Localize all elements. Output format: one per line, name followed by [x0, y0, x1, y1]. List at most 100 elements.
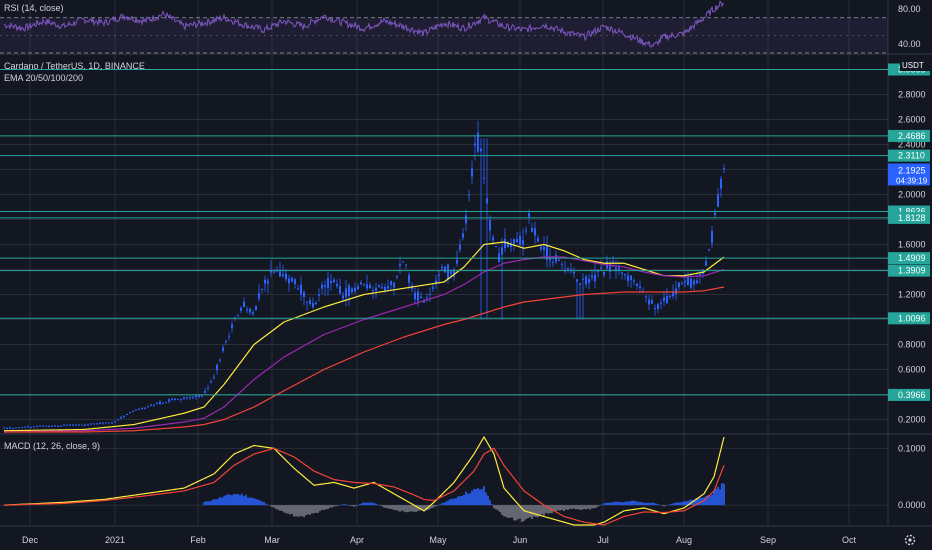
candle-body — [12, 428, 14, 430]
macd-histogram-bar — [639, 501, 641, 506]
candle-body — [120, 417, 122, 419]
macd-histogram-bar — [711, 494, 713, 506]
candle-body — [696, 280, 698, 284]
candle-body — [357, 286, 359, 290]
candle-body — [264, 279, 266, 284]
macd-histogram-bar — [367, 502, 369, 506]
candle-body — [249, 308, 251, 313]
macd-histogram-bar — [721, 483, 723, 506]
candle-body — [42, 425, 44, 427]
candle-body — [660, 302, 662, 304]
price-legend[interactable]: Cardano / TetherUS, 1D, BINANCE — [4, 61, 145, 71]
macd-histogram-bar — [403, 505, 405, 512]
macd-histogram-bar — [653, 502, 655, 506]
macd-histogram-bar — [365, 502, 367, 506]
candle-body — [345, 288, 347, 297]
candle-body — [657, 304, 659, 309]
macd-histogram-bar — [597, 505, 599, 507]
macd-histogram-bar — [331, 505, 333, 508]
candle-body — [672, 292, 674, 297]
candle-body — [123, 416, 125, 418]
macd-histogram-bar — [485, 492, 487, 506]
candle-body — [270, 270, 272, 273]
macd-legend[interactable]: MACD (12, 26, close, 9) — [4, 441, 100, 451]
level-label-box — [888, 149, 930, 162]
time-axis-label: Feb — [190, 535, 206, 545]
candle-body — [393, 282, 395, 288]
macd-histogram-bar — [347, 505, 349, 506]
macd-histogram-bar — [545, 505, 547, 513]
macd-histogram-bar — [699, 497, 701, 506]
time-axis-label: Mar — [264, 535, 280, 545]
macd-histogram-bar — [441, 503, 443, 506]
candle-body — [366, 284, 368, 289]
candle-body — [72, 424, 74, 426]
macd-histogram-bar — [613, 502, 615, 506]
candle-body — [228, 335, 230, 337]
candle-body — [423, 300, 425, 303]
candle-body — [207, 387, 209, 389]
candle-body — [126, 414, 128, 416]
candle-body — [174, 398, 176, 401]
macd-histogram-bar — [573, 505, 575, 509]
macd-histogram-bar — [673, 503, 675, 506]
candle-body — [705, 261, 707, 266]
macd-histogram-bar — [623, 502, 625, 506]
macd-histogram-bar — [457, 496, 459, 506]
macd-histogram-bar — [447, 500, 449, 506]
macd-histogram-bar — [555, 505, 557, 511]
price-tick-label: 2.6000 — [898, 115, 926, 125]
candle-body — [396, 276, 398, 278]
macd-histogram-bar — [595, 505, 597, 508]
rsi-legend[interactable]: RSI (14, close) — [4, 3, 64, 13]
candle-body — [468, 194, 470, 196]
level-label-box — [888, 211, 930, 224]
last-price-box — [888, 163, 930, 186]
macd-histogram-bar — [619, 501, 621, 506]
candle-body — [570, 269, 572, 271]
macd-histogram-bar — [433, 505, 435, 508]
candle-body — [588, 279, 590, 283]
candle-body — [315, 302, 317, 305]
unit-label-box — [900, 60, 930, 71]
macd-histogram-bar — [335, 505, 337, 507]
macd-histogram-bar — [633, 500, 635, 506]
candle-body — [600, 267, 602, 269]
macd-tick-label: 0.1000 — [898, 443, 926, 453]
price-legend-title: Cardano / TetherUS, 1D, BINANCE — [4, 61, 145, 71]
candle-body — [48, 425, 50, 427]
candle-body — [360, 282, 362, 285]
candle-body — [114, 421, 116, 423]
candle-body — [225, 340, 227, 342]
macd-histogram-bar — [453, 498, 455, 506]
macd-histogram-bar — [215, 499, 217, 506]
ema-legend[interactable]: EMA 20/50/100/200 — [4, 73, 83, 83]
macd-histogram-bar — [373, 503, 375, 506]
macd-histogram-bar — [675, 502, 677, 506]
candle-body — [516, 239, 518, 243]
macd-histogram-bar — [255, 498, 257, 506]
macd-histogram-bar — [487, 495, 489, 506]
macd-histogram-bar — [423, 505, 425, 512]
candle-body — [69, 424, 71, 426]
candle-body — [198, 394, 200, 397]
macd-histogram-bar — [593, 505, 595, 509]
candle-body — [711, 231, 713, 243]
level-label-box — [888, 252, 930, 265]
candle-body — [684, 281, 686, 283]
settings-gear-icon[interactable] — [904, 534, 916, 546]
candle-body — [513, 239, 515, 244]
macd-histogram-bar — [247, 497, 249, 506]
price-tick-label: 0.6000 — [898, 365, 926, 375]
macd-histogram-bar — [693, 499, 695, 506]
candle-body — [414, 292, 416, 300]
macd-histogram-bar — [399, 505, 401, 512]
candle-body — [417, 291, 419, 302]
candle-body — [645, 296, 647, 298]
macd-histogram-bar — [293, 505, 295, 517]
candle-body — [267, 280, 269, 284]
candle-body — [222, 347, 224, 352]
level-label: 0.3966 — [898, 390, 926, 400]
